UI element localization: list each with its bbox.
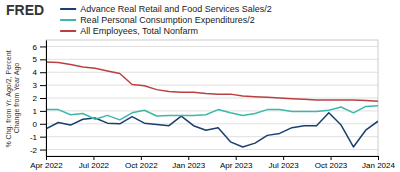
legend-item: Advance Real Retail and Food Services Sa…	[60, 4, 272, 14]
tick-label: 4	[33, 68, 38, 77]
tick-label: Apr 2023	[220, 161, 253, 170]
axis-domain	[46, 41, 47, 157]
legend-label: All Employees, Total Nonfarm	[80, 26, 198, 36]
tick: 3	[33, 81, 46, 90]
grid-line	[46, 72, 378, 73]
tick-label: 3	[33, 81, 38, 90]
tick-mark	[236, 156, 237, 160]
tick-mark	[40, 85, 46, 86]
tick-label: 0	[33, 120, 38, 129]
tick-label: Oct 2022	[125, 161, 158, 170]
tick: Jan 2023	[172, 156, 205, 170]
tick: 2	[33, 94, 46, 103]
series-line	[46, 62, 378, 101]
tick-mark	[283, 156, 284, 160]
tick-mark	[40, 72, 46, 73]
grid-line	[46, 85, 378, 86]
tick-mark	[188, 156, 189, 160]
tick-label: 2	[33, 94, 38, 103]
tick-mark	[93, 156, 94, 160]
tick: 6	[33, 43, 46, 52]
tick-label: Jul 2023	[269, 161, 300, 170]
tick-label: 5	[33, 55, 38, 64]
grid-line	[46, 123, 378, 124]
grid-line	[46, 136, 378, 137]
grid	[46, 46, 378, 149]
legend-swatch	[60, 30, 76, 32]
chart-svg: FRED Advance Real Retail and Food Service…	[0, 0, 400, 172]
tick-mark	[40, 111, 46, 112]
tick-mark	[40, 124, 46, 125]
tick-mark	[40, 46, 46, 47]
tick-mark	[40, 98, 46, 99]
plot-frame	[46, 40, 378, 156]
tick-label: Jan 2024	[362, 161, 395, 170]
grid-line	[46, 98, 378, 99]
y-axis: -2 -1 0 1 2 3 4 5 6	[30, 41, 47, 157]
tick-label: Apr 2022	[30, 161, 63, 170]
tick: Jul 2023	[269, 156, 300, 170]
legend-item: Real Personal Consumption Expenditures/2	[60, 15, 255, 25]
tick-mark	[141, 156, 142, 160]
tick-label: 6	[33, 43, 38, 52]
series-line	[46, 106, 378, 120]
chart-container: FRED Advance Real Retail and Food Service…	[0, 0, 400, 172]
tick: 4	[33, 68, 46, 77]
title: FRED	[6, 2, 44, 18]
x-axis: Apr 2022 Jul 2022 Oct 2022 Jan 2023 Apr 2023…	[30, 156, 395, 170]
tick: Oct 2023	[315, 156, 348, 170]
tick: 0	[33, 120, 46, 129]
legend-item: All Employees, Total Nonfarm	[60, 26, 198, 36]
tick-label: 1	[33, 107, 38, 116]
tick-mark	[40, 59, 46, 60]
y-axis-title: % Chg. from Yr. Ago/2, Percent Change fr…	[5, 48, 21, 147]
tick-label: Oct 2023	[315, 161, 348, 170]
tick-label: -1	[30, 133, 38, 142]
tick: Jul 2022	[79, 156, 110, 170]
tick: -2	[30, 146, 46, 155]
tick: 1	[33, 107, 46, 116]
tick-label: -2	[30, 146, 38, 155]
legend-label: Real Personal Consumption Expenditures/2	[80, 15, 255, 25]
plot-area	[46, 62, 378, 147]
legend-label: Advance Real Retail and Food Services Sa…	[80, 4, 272, 14]
tick-mark	[40, 137, 46, 138]
tick: Apr 2023	[220, 156, 253, 170]
tick: 5	[33, 55, 46, 64]
tick-label: Jan 2023	[172, 161, 205, 170]
tick: Apr 2022	[30, 156, 63, 170]
legend: Advance Real Retail and Food Services Sa…	[60, 4, 272, 36]
tick-mark	[378, 156, 379, 160]
grid-line	[46, 46, 378, 47]
tick: -1	[30, 133, 46, 142]
tick-mark	[40, 150, 46, 151]
tick-label: Jul 2022	[79, 161, 110, 170]
series-line	[46, 113, 378, 147]
grid-line	[46, 149, 378, 150]
tick: Oct 2022	[125, 156, 158, 170]
legend-swatch	[60, 19, 76, 21]
tick-mark	[331, 156, 332, 160]
grid-line	[46, 59, 378, 60]
tick: Jan 2024	[362, 156, 395, 170]
axis-domain	[47, 156, 379, 157]
legend-swatch	[60, 8, 76, 10]
tick-mark	[46, 156, 47, 160]
